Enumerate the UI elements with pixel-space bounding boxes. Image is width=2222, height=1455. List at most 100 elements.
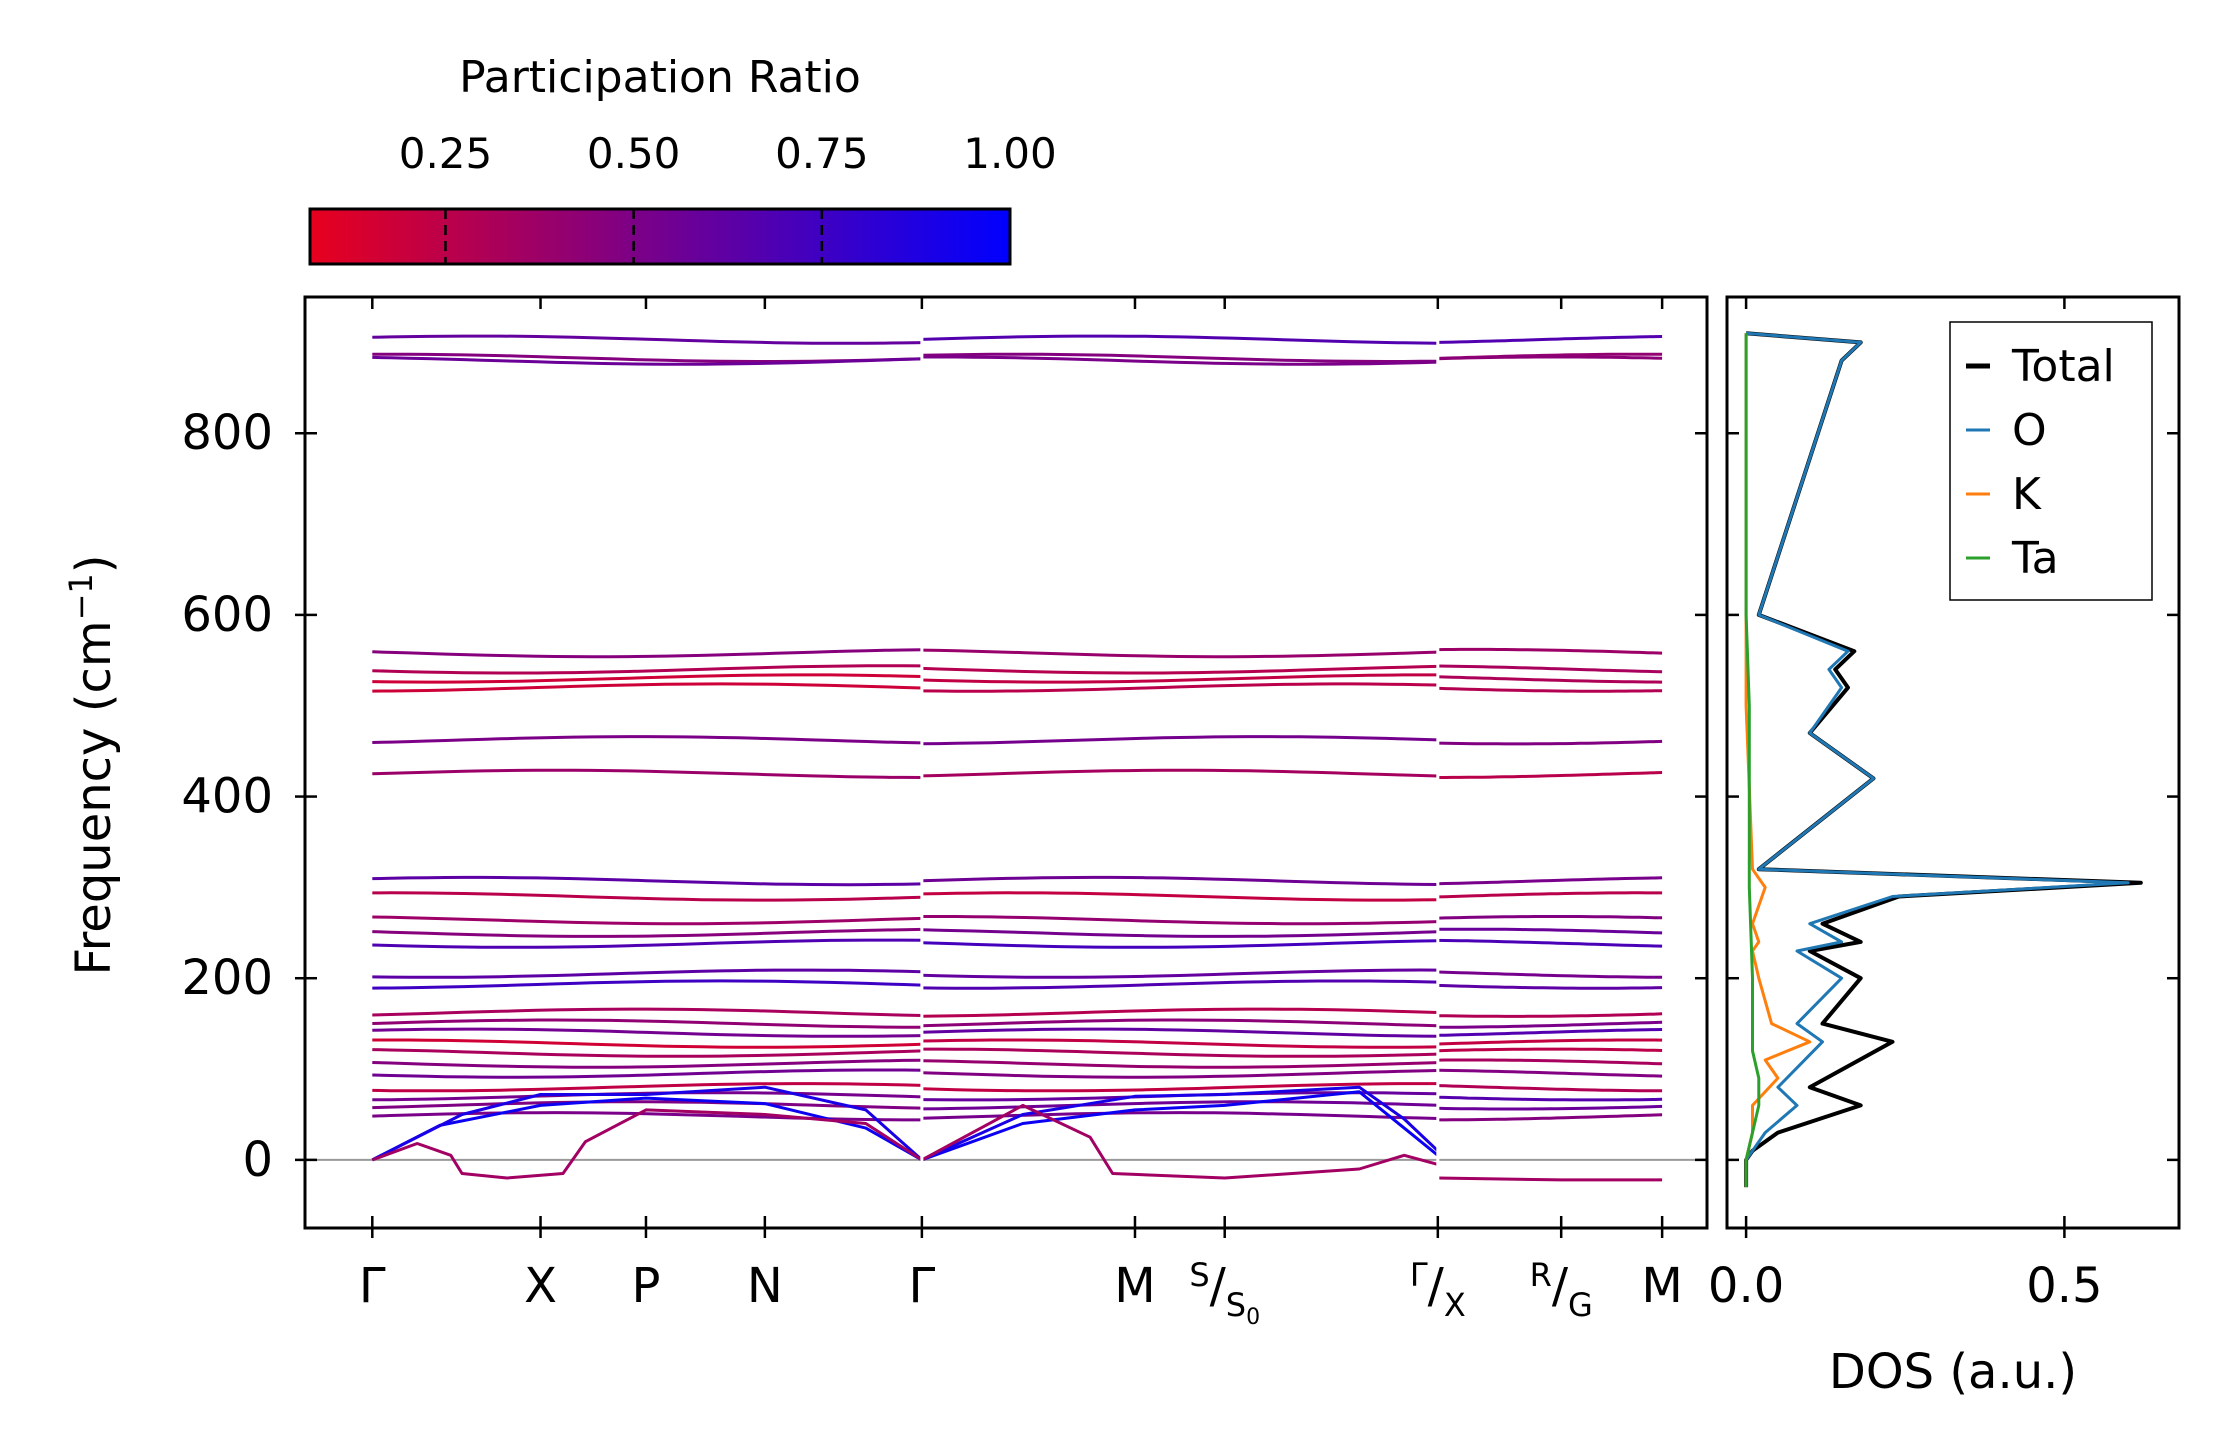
dos-x-tick-label: 0.0 (1708, 1258, 1784, 1314)
phonon-band (921, 1082, 1438, 1093)
x-tick-label: X (524, 1258, 557, 1314)
phonon-band (372, 968, 922, 979)
phonon-band (1437, 1028, 1663, 1037)
x-tick-label: N (747, 1258, 783, 1314)
dos-axis-ticks: 0.0 0.5 (1708, 297, 2179, 1314)
y-tick-label: 600 (181, 587, 273, 643)
phonon-band (372, 1007, 922, 1017)
phonon-band (372, 915, 922, 926)
phonon-band (921, 1100, 1438, 1111)
phonon-band (921, 968, 1438, 979)
phonon-band (1437, 1038, 1663, 1046)
phonon-band (1437, 771, 1663, 779)
dos-axes-frame (1725, 295, 2181, 1230)
phonon-band (1437, 1113, 1663, 1122)
phonon-band (921, 768, 1438, 778)
phonon-band (1437, 647, 1663, 655)
phonon-band (372, 1048, 922, 1058)
phonon-band (921, 682, 1438, 693)
y-tick-label: 0 (242, 1132, 273, 1188)
dos-lines (1744, 331, 2143, 1188)
phonon-band (372, 891, 922, 902)
x-tick-label-split: R/G (1530, 1256, 1593, 1324)
legend: Total OK Ta (1949, 321, 2153, 601)
phonon-band (372, 673, 922, 684)
phonon-band (1437, 1012, 1663, 1018)
phonon-band (372, 1018, 922, 1029)
phonon-band (921, 891, 1438, 902)
phonon-band (372, 1058, 922, 1069)
phonon-band (372, 1100, 922, 1110)
phonon-band (921, 1027, 1438, 1038)
x-tick-label: M (1641, 1258, 1682, 1314)
colorbar-tick-label: 0.50 (587, 129, 681, 178)
phonon-band (1437, 686, 1663, 693)
phonon-band (372, 979, 922, 990)
phonon-band (921, 1018, 1438, 1028)
colorbar-tick-label: 0.25 (399, 129, 493, 178)
phonon-band (921, 1069, 1438, 1079)
phonon-band (921, 1007, 1438, 1018)
x-tick-label: M (1114, 1258, 1155, 1314)
dos-panel: 0.0 0.5 DOS (a.u.) Total OK Ta (1708, 295, 2181, 1400)
phonon-band (1437, 915, 1663, 920)
dos-x-tick-label: 0.5 (2026, 1258, 2102, 1314)
phonon-band (372, 334, 922, 345)
phonon-band (1437, 927, 1663, 935)
y-tick-label: 200 (181, 950, 273, 1006)
phonon-band (1437, 335, 1663, 344)
phonon-band (1437, 1084, 1663, 1093)
phonon-band (921, 928, 1438, 938)
x-tick-label: P (631, 1258, 660, 1314)
phonon-band (1437, 983, 1663, 990)
phonon-band (1437, 876, 1663, 886)
phonon-band (921, 1059, 1438, 1069)
x-tick-label-split: S/S0 (1189, 1256, 1260, 1330)
phonon-band (1437, 1095, 1663, 1102)
phonon-band (1437, 891, 1663, 899)
phonon-band (372, 1038, 922, 1049)
phonon-band (921, 673, 1438, 684)
phonon-band (372, 768, 922, 779)
phonon-band (921, 939, 1438, 949)
y-axis-label: Frequency (cm−1) (62, 554, 122, 975)
phonon-band (372, 1082, 922, 1093)
band-structure-panel: 0 200 400 600 800 Γ X P N Γ M S/S0 Γ/X R/G M Frequenc… (62, 295, 1709, 1330)
phonon-band (1437, 664, 1663, 674)
phonon-band (921, 1047, 1438, 1058)
colorbar-gradient (308, 207, 1012, 266)
phonon-band (921, 355, 1438, 366)
phonon-band (372, 1027, 922, 1038)
legend-label: K (2012, 469, 2042, 520)
phonon-band (921, 334, 1438, 345)
phonon-band (372, 927, 922, 938)
acoustic-band (921, 1085, 1439, 1162)
phonon-band (921, 979, 1438, 990)
band-lines (305, 297, 1707, 1228)
x-tick-label: Γ (909, 1258, 936, 1314)
phonon-band (921, 875, 1438, 886)
phonon-band (1437, 970, 1663, 979)
phonon-band (372, 648, 922, 659)
acoustic-band (371, 1108, 923, 1180)
dos-series-ta (1744, 333, 1761, 1188)
colorbar-tick-label: 0.75 (775, 129, 869, 178)
phonon-band (372, 735, 922, 745)
phonon-band (921, 735, 1438, 746)
phonon-band (372, 682, 922, 693)
dos-series-total (1744, 331, 2143, 1188)
acoustic-band (921, 1090, 1439, 1162)
x-axis-ticks: Γ X P N Γ M S/S0 Γ/X R/G M (359, 297, 1683, 1330)
dos-series-o (1744, 331, 2130, 1188)
y-tick-label: 800 (181, 405, 273, 461)
colorbar: Participation Ratio 0.25 0.50 0.75 1.00 (308, 52, 1057, 266)
x-tick-label: Γ (359, 1258, 386, 1314)
phonon-band (921, 1038, 1438, 1049)
phonon-band (1437, 1047, 1663, 1053)
phonon-band (921, 915, 1438, 926)
legend-label: Ta (2011, 533, 2059, 584)
legend-items: Total OK Ta (1966, 341, 2115, 584)
colorbar-ticks: 0.25 0.50 0.75 1.00 (399, 129, 1057, 264)
dos-series-k (1744, 333, 1812, 1188)
